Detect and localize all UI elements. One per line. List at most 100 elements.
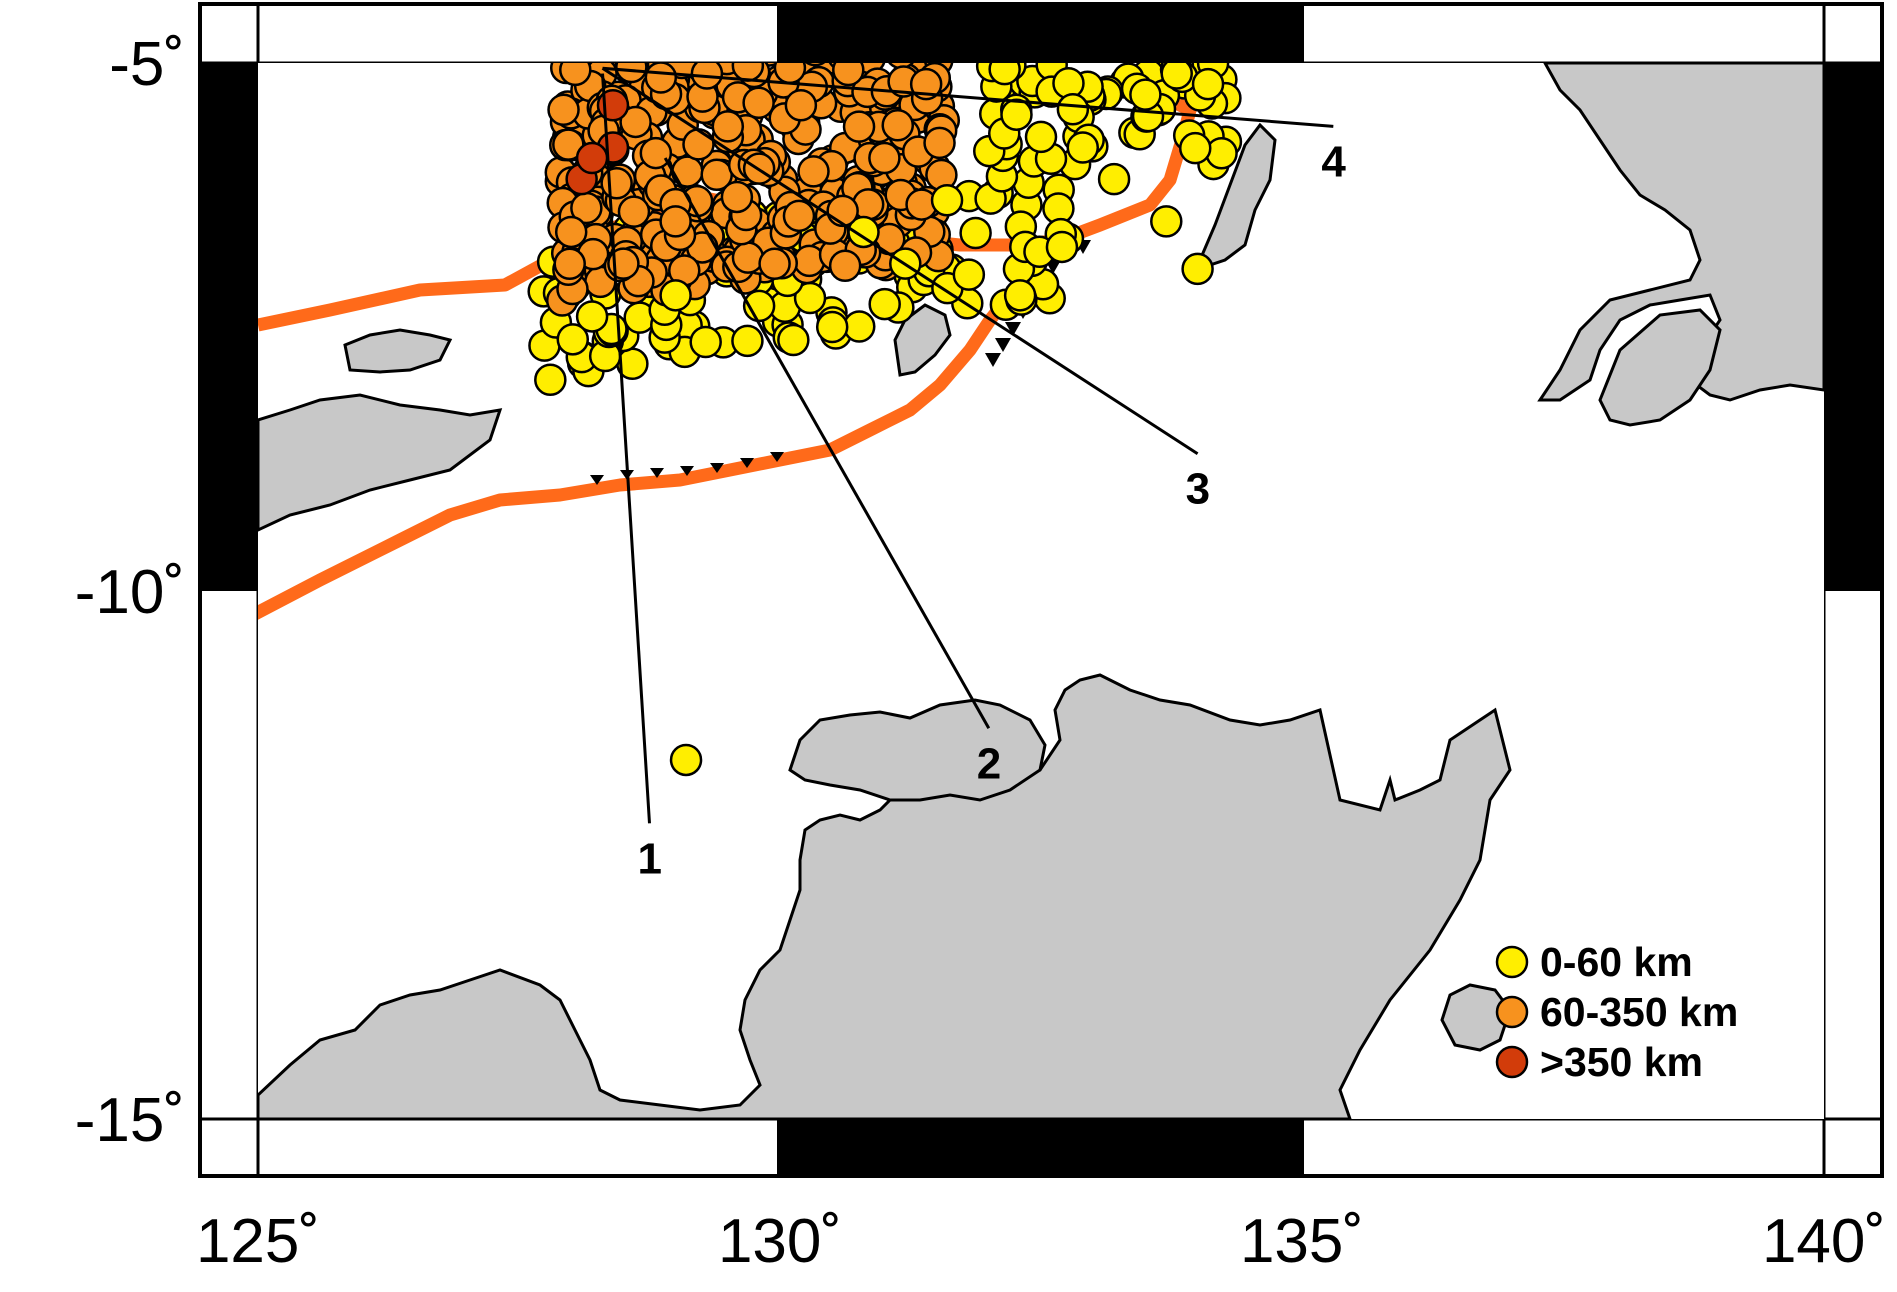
earthquake-event [617,195,651,228]
y-tick-label: -15˚ [75,1086,185,1155]
earthquake-event [959,216,992,250]
earthquake-event [881,109,915,142]
earthquake-event [1129,78,1162,111]
landmass-frederik-hendrik [1598,308,1722,427]
earthquake-event [832,63,865,87]
landmass-kai-islands [1198,122,1277,267]
frame-top-dark-segment [777,4,1304,63]
x-axis-tick-labels: 125˚ 130˚ 135˚ 140˚ [196,1207,1886,1276]
earthquake-event [671,155,704,188]
earthquake-event [644,63,678,94]
legend-label: >350 km [1540,1039,1703,1085]
x-tick-label: 130˚ [718,1207,842,1276]
earthquake-event [534,363,567,397]
profile-line-2 [663,157,991,730]
landmass-new-guinea [1537,63,1824,402]
landmass-island-near-profile-2 [788,698,1047,802]
earthquake-event [600,167,633,200]
frame-right-dark-segment [1824,63,1882,591]
x-tick-label: 140˚ [1762,1207,1886,1276]
earthquake-event [1024,120,1058,154]
earthquake-event [556,323,590,356]
profile-line-3 [601,67,1199,455]
y-tick-label: -10˚ [75,558,185,627]
earthquake-event [615,63,648,84]
y-tick-label: -5˚ [109,30,185,99]
frame-bottom-dark-segment [777,1119,1304,1176]
earthquake-event [784,88,818,122]
earthquake-event [1205,136,1238,170]
earthquake-event [842,110,876,143]
earthquake-event [805,63,826,67]
earthquake-event [797,155,830,188]
landmass-wetar [343,328,453,374]
legend-swatch [1495,995,1529,1029]
earthquake-event [639,136,673,170]
earthquake-event [619,105,652,139]
earthquake-event [547,93,580,126]
earthquake-event [731,324,764,358]
earthquake-event [575,141,609,175]
y-axis-tick-labels: -5˚ -10˚ -15˚ [75,30,185,1155]
earthquake-event [988,63,1021,86]
earthquake-event [1181,252,1214,286]
profile-label-1: 1 [638,834,662,883]
earthquake-event [826,194,859,228]
profile-label-3: 3 [1186,465,1210,514]
frame-left-dark-segment [200,63,258,591]
earthquake-event [847,215,880,249]
earthquake-event [1056,93,1090,126]
x-tick-label: 125˚ [196,1207,320,1276]
legend-label: 0-60 km [1540,939,1693,985]
earthquake-event [553,247,586,281]
earthquake-event [782,199,816,233]
earthquake-event [930,184,964,217]
profile-line-1 [601,73,651,824]
earthquake-event [742,86,775,120]
earthquake-event [554,215,588,249]
earthquake-event [731,241,765,274]
earthquake-event [690,63,724,90]
earthquake-event [758,247,791,281]
profile-labels: 1 2 3 4 [638,137,1347,883]
earthquake-event [1160,63,1193,90]
earthquake-event [682,128,715,161]
earthquake-event [659,279,692,312]
earthquake-event [777,323,810,357]
earthquake-event [659,205,692,238]
earthquake-event [923,126,956,160]
earthquake-event [1097,162,1131,196]
land-masses [258,63,1824,1119]
earthquake-event [1000,98,1033,131]
profile-label-4: 4 [1321,137,1346,186]
legend-swatch [1495,945,1529,979]
landmass-timor [258,393,503,532]
earthquake-event [1178,131,1212,165]
earthquake-event [1003,279,1037,312]
profile-lines [601,66,1334,824]
earthquake-event [952,258,986,291]
earthquake-event [868,141,901,175]
earthquake-event [1191,67,1225,101]
earthquake-event [1150,205,1183,238]
earthquake-event [815,310,849,344]
earthquake-event [575,300,609,333]
earthquake-event [559,63,592,87]
legend-label: 60-350 km [1540,989,1738,1035]
earthquake-event [689,325,722,359]
earthquake-event [909,67,943,101]
profile-line-4 [602,66,1334,128]
earthquake-event [1045,230,1079,264]
earthquake-event [868,287,901,321]
earthquake-event [843,310,876,343]
earthquake-events [527,63,1243,777]
legend-swatch [1495,1045,1529,1079]
earthquake-event [669,743,703,777]
earthquake-event [828,249,862,282]
x-tick-label: 135˚ [1240,1207,1364,1276]
earthquake-event [711,110,745,143]
earthquake-event [1066,131,1100,164]
earthquake-event [720,180,754,214]
